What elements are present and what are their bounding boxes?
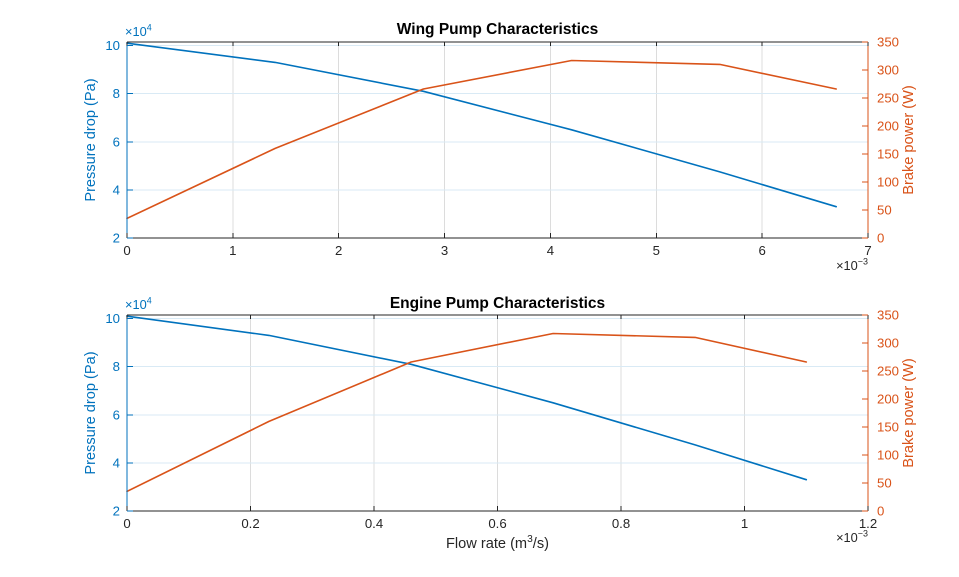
- x-tick-label: 0.6: [488, 516, 506, 531]
- right-y-tick-label: 200: [877, 392, 899, 407]
- x-tick-label: 0.8: [612, 516, 630, 531]
- left-y-tick-label: 2: [113, 231, 120, 246]
- engine-left-axis-exponent: ×104: [125, 295, 152, 312]
- x-tick-label: 5: [653, 243, 660, 258]
- exponent-power: −3: [857, 528, 868, 539]
- pressure-drop-curve: [126, 315, 808, 481]
- wing-pump-title: Wing Pump Characteristics: [396, 21, 599, 38]
- engine-pressure-axis-label: Pressure drop (Pa): [83, 351, 99, 475]
- left-y-tick-label: 10: [105, 311, 120, 326]
- left-y-tick-label: 8: [113, 86, 120, 101]
- wing-power-axis-label: Brake power (W): [901, 85, 917, 195]
- brake-power-curve: [126, 59, 838, 220]
- x-tick-label: 0: [123, 516, 130, 531]
- right-y-tick-label: 200: [877, 119, 899, 134]
- left-y-tick-label: 6: [113, 407, 120, 422]
- right-y-tick-label: 250: [877, 91, 899, 106]
- right-y-tick-label: 150: [877, 420, 899, 435]
- x-tick-label: 6: [758, 243, 765, 258]
- left-y-tick-label: 4: [113, 455, 120, 470]
- exponent-power: −3: [857, 256, 868, 267]
- left-y-tick-label: 2: [113, 504, 120, 519]
- right-y-tick-label: 350: [877, 308, 899, 323]
- exponent-power: 4: [146, 22, 152, 33]
- x-tick-label: 0.2: [241, 516, 259, 531]
- engine-x-axis-exponent: ×10−3: [768, 528, 868, 545]
- exponent-power: 4: [146, 295, 152, 306]
- xlabel-text: /s): [532, 536, 549, 552]
- left-y-tick-label: 8: [113, 359, 120, 374]
- right-y-tick-label: 0: [877, 231, 884, 246]
- right-y-tick-label: 300: [877, 63, 899, 78]
- pressure-drop-curve: [126, 42, 838, 208]
- engine-pump-plot: 0 0.2 0.4 0.6 0.8 1 1.224681005010015020025030…: [105, 308, 899, 532]
- engine-pump-title: Engine Pump Characteristics: [389, 295, 606, 312]
- wing-x-axis-exponent: ×10−3: [768, 256, 868, 273]
- brake-power-curve: [126, 332, 808, 493]
- left-y-tick-label: 6: [113, 134, 120, 149]
- right-y-tick-label: 100: [877, 175, 899, 190]
- left-y-tick-label: 10: [105, 38, 120, 53]
- right-y-tick-label: 0: [877, 504, 884, 519]
- x-tick-label: 0.4: [365, 516, 383, 531]
- wing-left-axis-exponent: ×104: [125, 22, 152, 39]
- x-tick-label: 2: [335, 243, 342, 258]
- left-y-tick-label: 4: [113, 182, 120, 197]
- x-tick-label: 1: [229, 243, 236, 258]
- right-y-tick-label: 150: [877, 147, 899, 162]
- exponent-base: ×10: [125, 297, 147, 312]
- flow-rate-axis-label: Flow rate (m3/s): [127, 534, 868, 552]
- exponent-base: ×10: [125, 24, 147, 39]
- xlabel-text: Flow rate (m: [446, 536, 528, 552]
- x-tick-label: 7: [864, 243, 871, 258]
- x-tick-label: 1.2: [859, 516, 877, 531]
- right-y-tick-label: 250: [877, 364, 899, 379]
- right-y-tick-label: 300: [877, 336, 899, 351]
- x-tick-label: 1: [741, 516, 748, 531]
- engine-power-axis-label: Brake power (W): [901, 358, 917, 468]
- x-tick-label: 0: [123, 243, 130, 258]
- right-y-tick-label: 100: [877, 448, 899, 463]
- exponent-base: ×10: [836, 258, 858, 273]
- x-tick-label: 3: [441, 243, 448, 258]
- right-y-tick-label: 50: [877, 203, 892, 218]
- exponent-base: ×10: [836, 530, 858, 545]
- wing-pressure-axis-label: Pressure drop (Pa): [83, 78, 99, 202]
- xlabel-sup: 3: [527, 534, 533, 546]
- x-tick-label: 4: [547, 243, 554, 258]
- right-y-tick-label: 350: [877, 35, 899, 50]
- right-y-tick-label: 50: [877, 476, 892, 491]
